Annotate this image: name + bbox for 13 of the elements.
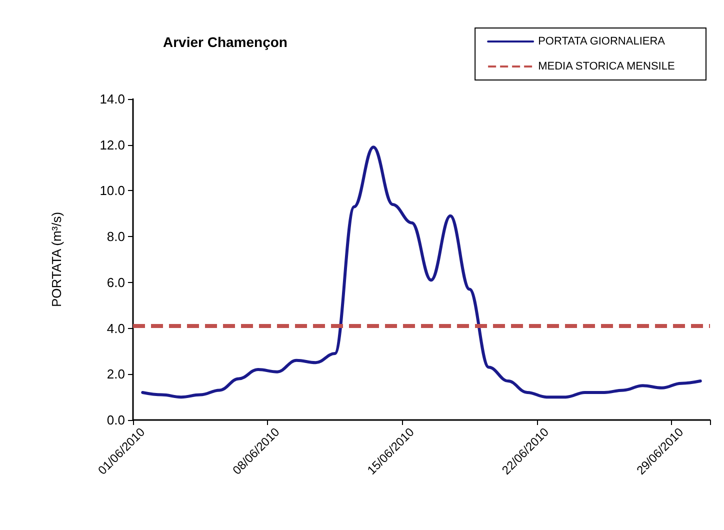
y-tick-label: 0.0 (106, 412, 125, 428)
y-tick-label: 14.0 (100, 92, 125, 106)
legend-label: PORTATA GIORNALIERA (538, 36, 666, 48)
y-tick-label: 10.0 (100, 183, 125, 198)
y-tick-label: 2.0 (106, 366, 125, 382)
y-tick-label: 8.0 (106, 229, 125, 244)
y-axis-title: PORTATA (m³/s) (49, 212, 64, 308)
y-tick-label: 4.0 (106, 320, 125, 336)
chart-title: Arvier Chamençon (163, 34, 288, 50)
y-tick-label: 6.0 (106, 274, 125, 290)
line-series (141, 146, 702, 399)
legend-label: MEDIA STORICA MENSILE (538, 60, 675, 72)
y-tick-label: 12.0 (100, 137, 125, 152)
